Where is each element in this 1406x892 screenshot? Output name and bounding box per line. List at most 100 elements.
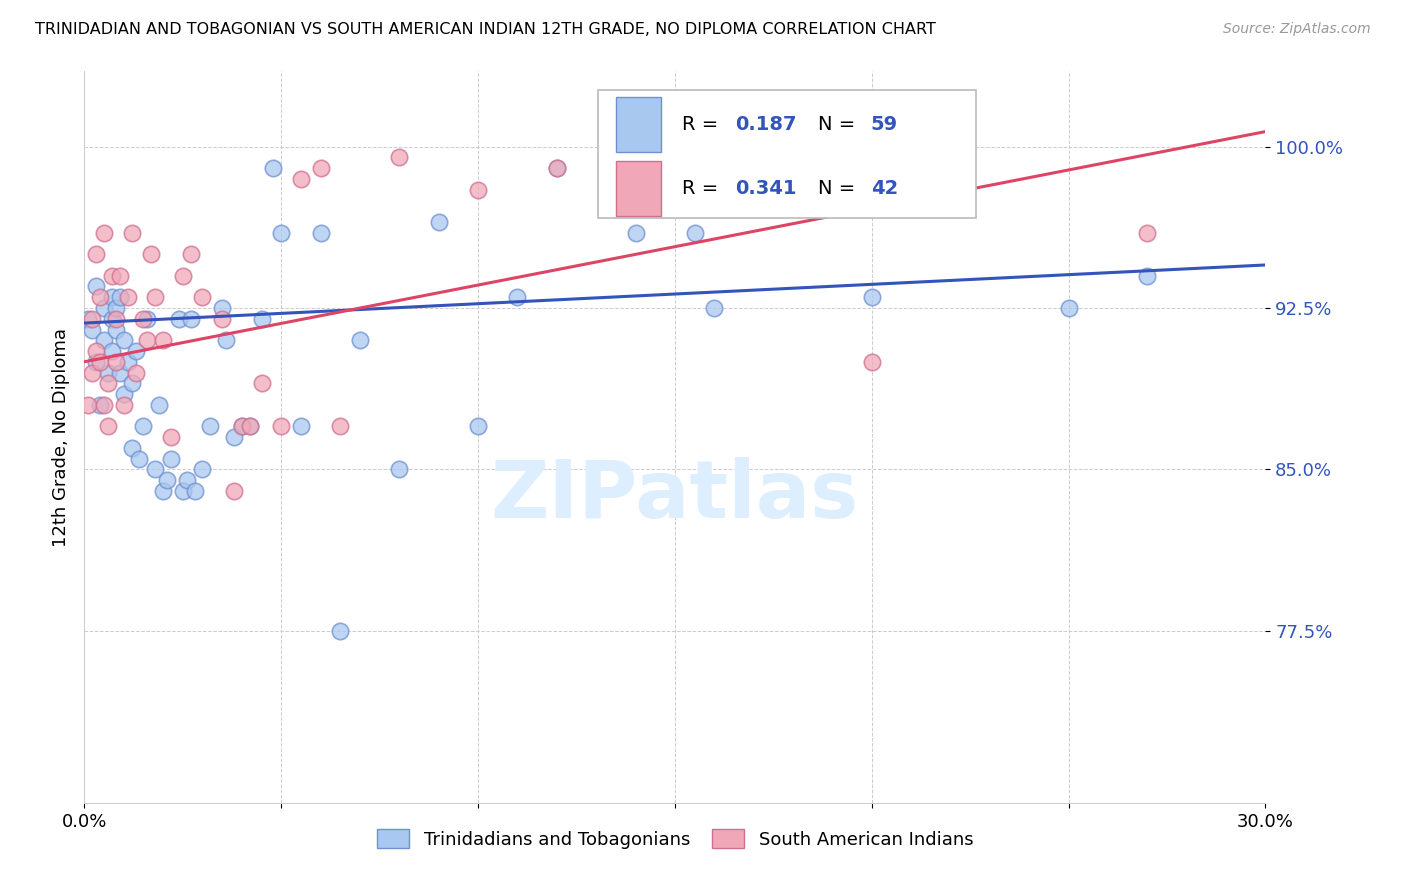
Point bbox=[121, 226, 143, 240]
Point bbox=[329, 419, 352, 434]
Point bbox=[860, 290, 883, 304]
Point bbox=[84, 344, 107, 359]
Point bbox=[97, 419, 120, 434]
Point bbox=[329, 624, 352, 638]
Point bbox=[104, 355, 127, 369]
Point bbox=[200, 419, 222, 434]
Point bbox=[108, 290, 131, 304]
Point bbox=[148, 398, 170, 412]
Point bbox=[82, 322, 104, 336]
Point bbox=[132, 311, 155, 326]
Point bbox=[82, 311, 104, 326]
Point bbox=[101, 311, 124, 326]
Point bbox=[160, 430, 183, 444]
Point bbox=[546, 161, 568, 176]
Point bbox=[84, 279, 107, 293]
Point bbox=[860, 355, 883, 369]
Point bbox=[467, 419, 489, 434]
Point bbox=[222, 430, 245, 444]
Point bbox=[215, 333, 238, 347]
Text: 42: 42 bbox=[870, 179, 898, 198]
Point bbox=[349, 333, 371, 347]
Point bbox=[124, 344, 146, 359]
Point bbox=[112, 333, 135, 347]
Point bbox=[108, 268, 131, 283]
Text: Source: ZipAtlas.com: Source: ZipAtlas.com bbox=[1223, 22, 1371, 37]
Point bbox=[211, 311, 233, 326]
Text: R =: R = bbox=[682, 179, 724, 198]
Point bbox=[89, 398, 111, 412]
Point bbox=[89, 355, 111, 369]
Point bbox=[1136, 268, 1159, 283]
Point bbox=[93, 301, 115, 315]
Bar bbox=[616, 97, 661, 153]
Point bbox=[112, 398, 135, 412]
Point bbox=[101, 290, 124, 304]
Point bbox=[290, 172, 312, 186]
Point bbox=[231, 419, 253, 434]
Point bbox=[143, 462, 166, 476]
Point bbox=[152, 333, 174, 347]
Point bbox=[93, 333, 115, 347]
Point bbox=[270, 419, 292, 434]
Point bbox=[143, 290, 166, 304]
Text: R =: R = bbox=[682, 115, 724, 135]
Point bbox=[97, 376, 120, 391]
Point bbox=[104, 311, 127, 326]
Point bbox=[108, 366, 131, 380]
Point bbox=[703, 301, 725, 315]
Point bbox=[250, 311, 273, 326]
Point bbox=[104, 322, 127, 336]
Point bbox=[93, 226, 115, 240]
Point bbox=[124, 366, 146, 380]
Point bbox=[191, 462, 214, 476]
Point bbox=[77, 311, 100, 326]
Point bbox=[172, 483, 194, 498]
Point bbox=[388, 150, 411, 164]
Point bbox=[89, 290, 111, 304]
Legend: Trinidadians and Tobagonians, South American Indians: Trinidadians and Tobagonians, South Amer… bbox=[370, 822, 980, 856]
Point bbox=[112, 387, 135, 401]
Point bbox=[180, 311, 202, 326]
Point bbox=[172, 268, 194, 283]
Text: TRINIDADIAN AND TOBAGONIAN VS SOUTH AMERICAN INDIAN 12TH GRADE, NO DIPLOMA CORRE: TRINIDADIAN AND TOBAGONIAN VS SOUTH AMER… bbox=[35, 22, 936, 37]
Point bbox=[290, 419, 312, 434]
Point bbox=[84, 355, 107, 369]
Point bbox=[176, 473, 198, 487]
Point bbox=[309, 161, 332, 176]
Point bbox=[93, 398, 115, 412]
Point bbox=[117, 355, 139, 369]
Point bbox=[683, 226, 706, 240]
Point bbox=[222, 483, 245, 498]
Point bbox=[156, 473, 179, 487]
Point bbox=[239, 419, 262, 434]
Point bbox=[183, 483, 205, 498]
Text: ZIPatlas: ZIPatlas bbox=[491, 457, 859, 534]
Point bbox=[270, 226, 292, 240]
Point bbox=[262, 161, 284, 176]
Point bbox=[309, 226, 332, 240]
Point bbox=[152, 483, 174, 498]
Point bbox=[84, 247, 107, 261]
Point bbox=[180, 247, 202, 261]
Point bbox=[1057, 301, 1080, 315]
Text: 59: 59 bbox=[870, 115, 898, 135]
Point bbox=[121, 376, 143, 391]
Text: 0.341: 0.341 bbox=[735, 179, 797, 198]
Point bbox=[128, 451, 150, 466]
Point bbox=[136, 311, 159, 326]
Point bbox=[231, 419, 253, 434]
FancyBboxPatch shape bbox=[598, 89, 976, 218]
Point bbox=[239, 419, 262, 434]
Point bbox=[101, 344, 124, 359]
Point bbox=[117, 290, 139, 304]
Point bbox=[160, 451, 183, 466]
Point bbox=[141, 247, 163, 261]
Text: N =: N = bbox=[818, 115, 862, 135]
Point bbox=[82, 366, 104, 380]
Bar bbox=[616, 161, 661, 216]
Point bbox=[104, 301, 127, 315]
Point bbox=[250, 376, 273, 391]
Point bbox=[546, 161, 568, 176]
Point bbox=[211, 301, 233, 315]
